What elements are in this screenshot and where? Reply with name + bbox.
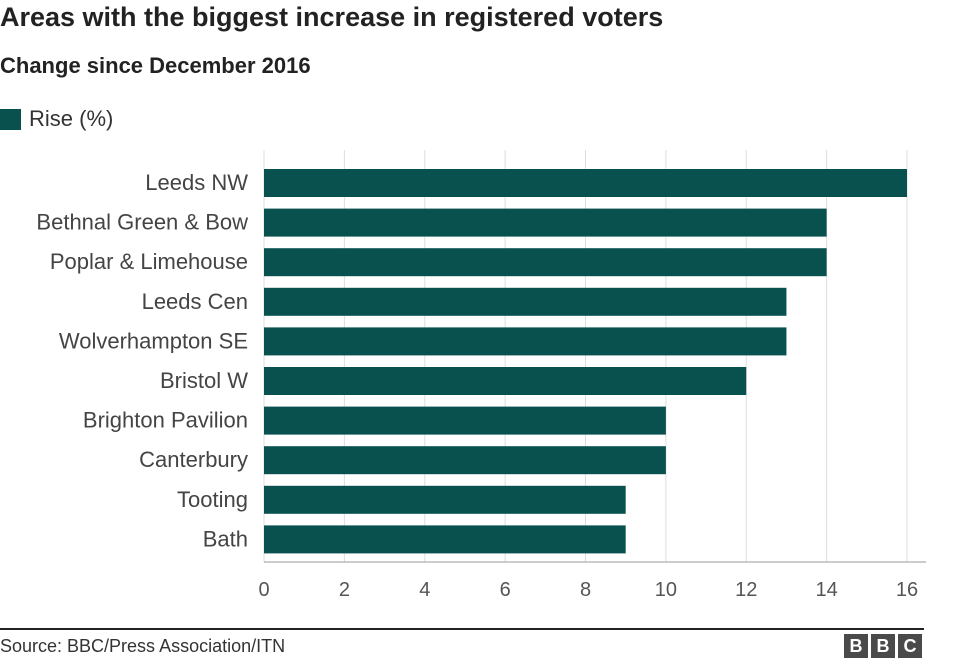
bar: [264, 525, 626, 554]
bar: [264, 367, 747, 395]
bar: [264, 406, 666, 435]
bar: [264, 485, 626, 514]
x-tick-label: 8: [580, 579, 591, 601]
legend-swatch: [0, 108, 21, 130]
bar: [264, 208, 827, 237]
category-label: Bethnal Green & Bow: [36, 210, 248, 235]
category-label: Poplar & Limehouse: [50, 249, 248, 274]
chart-title: Areas with the biggest increase in regis…: [0, 2, 664, 32]
footer-divider: [0, 628, 924, 630]
category-label: Leeds NW: [145, 170, 248, 195]
bar: [264, 248, 827, 277]
legend-label: Rise (%): [29, 106, 114, 131]
bar: [264, 169, 907, 197]
source-note: Source: BBC/Press Association/ITN: [0, 636, 286, 656]
bar: [264, 446, 666, 475]
x-tick-label: 2: [339, 579, 350, 601]
legend: Rise (%): [0, 106, 113, 132]
chart-subtitle: Change since December 2016: [0, 53, 311, 78]
category-label: Tooting: [177, 487, 248, 512]
bar: [264, 327, 787, 356]
x-tick-label: 16: [896, 579, 918, 601]
x-tick-label: 0: [258, 579, 269, 601]
x-tick-label: 14: [816, 579, 838, 601]
x-tick-label: 4: [419, 579, 430, 601]
category-label: Brighton Pavilion: [83, 408, 248, 433]
x-tick-label: 10: [655, 579, 677, 601]
category-label: Wolverhampton SE: [59, 328, 248, 353]
category-label: Leeds Cen: [142, 289, 248, 314]
category-label: Bath: [203, 526, 248, 551]
category-label: Bristol W: [160, 368, 248, 393]
bar-chart: 0 2 4 6 8 10 12 14 16 Leeds NW Bethnal Green & Bow…: [36, 150, 926, 601]
category-label: Canterbury: [139, 447, 248, 472]
x-tick-label: 6: [500, 579, 511, 601]
logo-letter: C: [898, 634, 922, 658]
logo-letter: B: [844, 634, 868, 658]
bbc-logo: B B C: [844, 634, 922, 658]
logo-letter: B: [871, 634, 895, 658]
x-tick-label: 12: [735, 579, 757, 601]
bar: [264, 287, 787, 316]
